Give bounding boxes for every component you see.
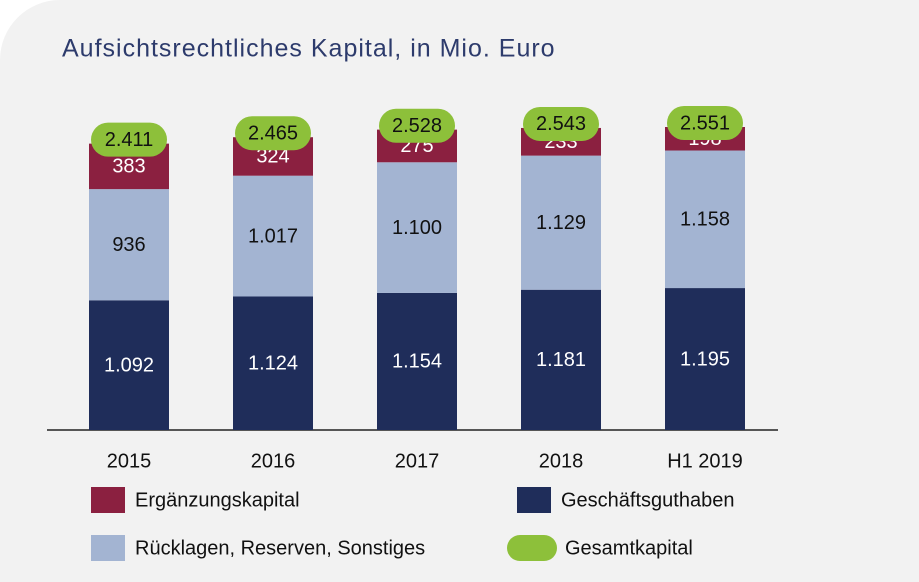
data-label: 1.154 <box>392 351 442 373</box>
total-pill <box>235 116 311 151</box>
legend-label: Rücklagen, Reserven, Sonstiges <box>135 537 425 559</box>
legend-label: Geschäftsguthaben <box>561 489 734 511</box>
data-label: 1.129 <box>536 212 586 234</box>
bar-segment <box>521 289 601 430</box>
bar-segment <box>377 292 457 430</box>
legend-swatch <box>91 487 125 513</box>
x-tick-label: H1 2019 <box>667 450 743 472</box>
total-label: 2.551 <box>680 112 730 134</box>
chart-title: Aufsichtsrechtliches Kapital, in Mio. Eu… <box>62 35 556 63</box>
bar-segment <box>233 296 313 430</box>
data-label: 383 <box>112 156 145 178</box>
legend-label: Gesamtkapital <box>565 537 693 559</box>
total-label: 2.528 <box>392 115 442 137</box>
legend-swatch <box>517 487 551 513</box>
data-label: 1.195 <box>680 348 730 370</box>
total-label: 2.411 <box>105 129 154 151</box>
total-pill <box>667 106 743 140</box>
x-tick-label: 2018 <box>539 450 584 472</box>
bar-segment <box>233 175 313 297</box>
bar-segment <box>89 189 169 301</box>
x-tick-label: 2017 <box>395 450 440 472</box>
x-tick-label: 2015 <box>107 450 152 472</box>
bar-segment <box>521 155 601 290</box>
data-label: 1.181 <box>536 349 586 371</box>
data-label: 324 <box>256 146 289 168</box>
bar-segment <box>89 300 169 430</box>
data-label: 1.092 <box>104 354 154 376</box>
data-label: 1.158 <box>680 209 730 231</box>
total-pill <box>91 122 167 157</box>
x-tick-label: 2016 <box>251 450 296 472</box>
bar-segment <box>377 162 457 293</box>
bar-segment <box>665 150 745 289</box>
total-label: 2.543 <box>536 113 586 135</box>
data-label: 936 <box>112 234 145 256</box>
total-pill <box>523 106 599 141</box>
data-label: 1.100 <box>392 217 442 239</box>
legend-label: Ergänzungskapital <box>135 489 300 511</box>
total-pill <box>379 108 455 143</box>
legend-swatch <box>91 535 125 561</box>
data-label: 1.017 <box>248 225 298 247</box>
data-label: 1.124 <box>248 353 298 375</box>
bar-segment <box>665 288 745 430</box>
legend-swatch <box>507 535 557 561</box>
total-label: 2.465 <box>248 122 298 144</box>
